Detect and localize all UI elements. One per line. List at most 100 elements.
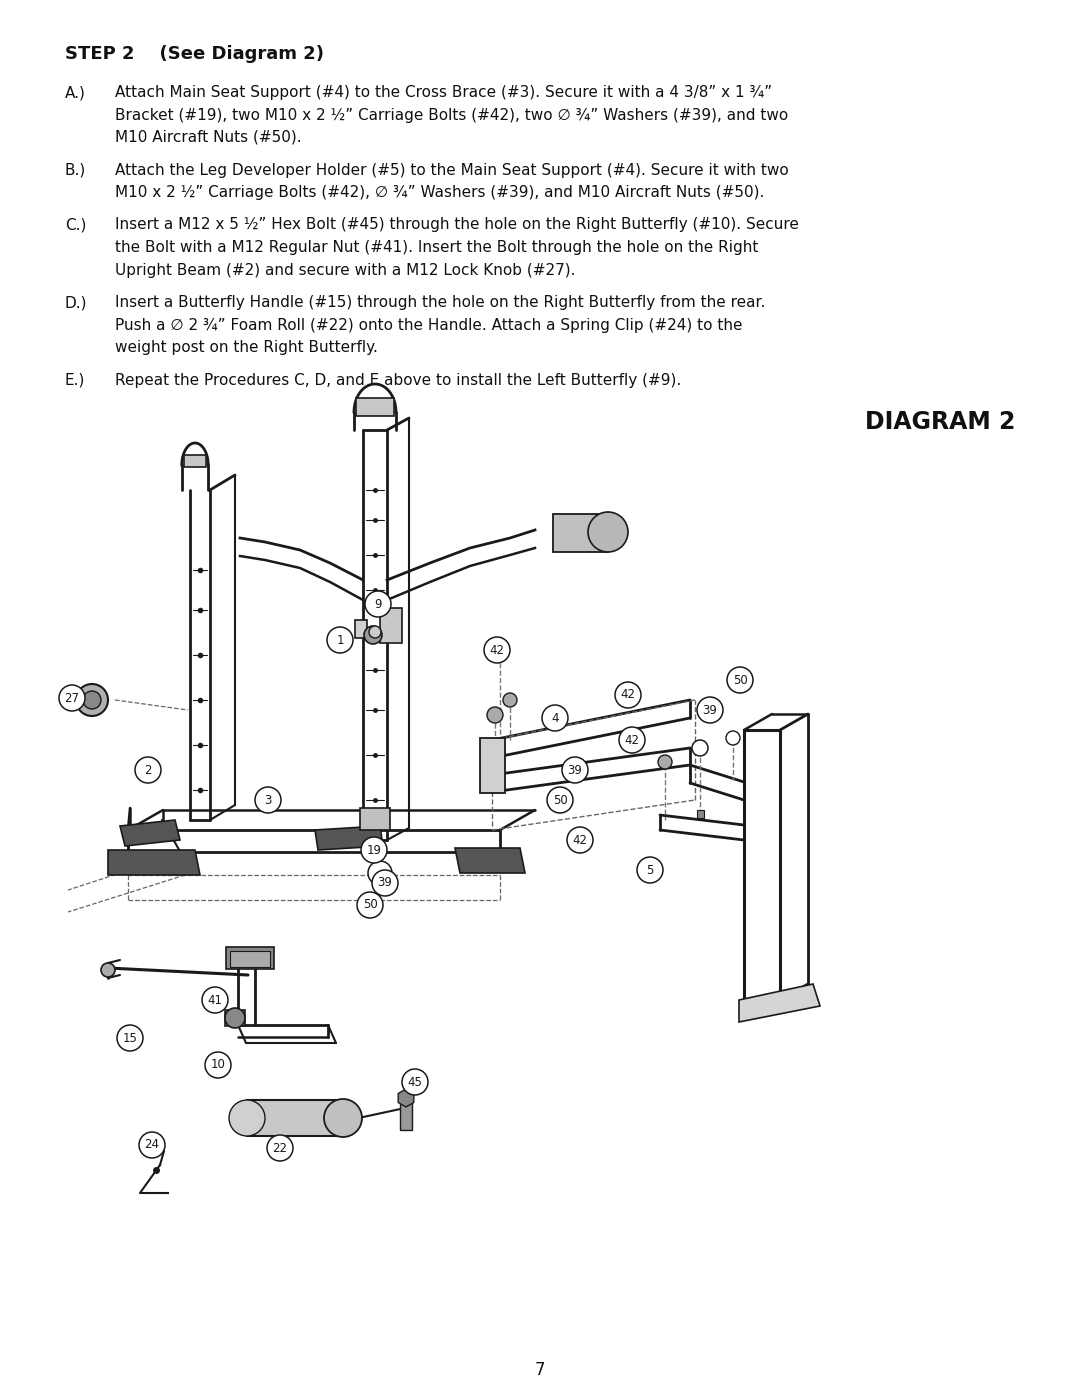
Polygon shape — [399, 1090, 414, 1106]
Circle shape — [202, 988, 228, 1013]
Text: 7: 7 — [535, 1361, 545, 1379]
Text: 1: 1 — [336, 633, 343, 647]
Text: 3: 3 — [265, 793, 272, 806]
Text: 9: 9 — [375, 598, 381, 610]
Circle shape — [225, 1009, 245, 1028]
Text: 27: 27 — [65, 692, 80, 704]
Text: DIAGRAM 2: DIAGRAM 2 — [865, 409, 1015, 434]
Text: Insert a Butterfly Handle (#15) through the hole on the Right Butterfly from the: Insert a Butterfly Handle (#15) through … — [114, 295, 766, 310]
Circle shape — [76, 685, 108, 717]
Text: Repeat the Procedures C, D, and E above to install the Left Butterfly (#9).: Repeat the Procedures C, D, and E above … — [114, 373, 681, 387]
Circle shape — [361, 837, 387, 863]
Polygon shape — [315, 826, 383, 849]
Circle shape — [588, 511, 627, 552]
Text: 50: 50 — [732, 673, 747, 686]
Text: 19: 19 — [366, 844, 381, 856]
Circle shape — [59, 685, 85, 711]
Circle shape — [692, 740, 708, 756]
Text: M10 x 2 ½” Carriage Bolts (#42), ∅ ¾” Washers (#39), and M10 Aircraft Nuts (#50): M10 x 2 ½” Carriage Bolts (#42), ∅ ¾” Wa… — [114, 184, 765, 200]
Text: 50: 50 — [363, 898, 377, 911]
Circle shape — [267, 1134, 293, 1161]
Polygon shape — [120, 820, 180, 847]
Text: 39: 39 — [568, 764, 582, 777]
Circle shape — [637, 856, 663, 883]
Circle shape — [327, 627, 353, 652]
Bar — [225, 1010, 245, 1025]
Circle shape — [492, 641, 507, 655]
Circle shape — [658, 754, 672, 768]
Circle shape — [117, 1025, 143, 1051]
Circle shape — [567, 827, 593, 854]
Bar — [247, 1099, 343, 1136]
Circle shape — [135, 757, 161, 782]
Circle shape — [365, 591, 391, 617]
Text: 4: 4 — [551, 711, 558, 725]
Polygon shape — [455, 848, 525, 873]
Bar — [400, 1102, 411, 1130]
Bar — [360, 807, 390, 830]
Bar — [553, 514, 608, 552]
Text: M10 Aircraft Nuts (#50).: M10 Aircraft Nuts (#50). — [114, 130, 301, 145]
Text: 42: 42 — [572, 834, 588, 847]
Circle shape — [357, 893, 383, 918]
Text: 42: 42 — [489, 644, 504, 657]
Text: Attach the Leg Developer Holder (#5) to the Main Seat Support (#4). Secure it wi: Attach the Leg Developer Holder (#5) to … — [114, 162, 788, 177]
Text: Push a ∅ 2 ¾” Foam Roll (#22) onto the Handle. Attach a Spring Clip (#24) to the: Push a ∅ 2 ¾” Foam Roll (#22) onto the H… — [114, 317, 743, 332]
Circle shape — [369, 626, 381, 638]
Text: C.): C.) — [65, 218, 86, 232]
Text: A.): A.) — [65, 85, 86, 101]
Text: 5: 5 — [646, 863, 653, 876]
Text: 39: 39 — [703, 704, 717, 717]
Text: 10: 10 — [211, 1059, 226, 1071]
Text: weight post on the Right Butterfly.: weight post on the Right Butterfly. — [114, 339, 378, 355]
Bar — [230, 951, 270, 967]
Circle shape — [487, 707, 503, 724]
Text: B.): B.) — [65, 162, 86, 177]
Text: STEP 2    (See Diagram 2): STEP 2 (See Diagram 2) — [65, 45, 324, 63]
Polygon shape — [739, 983, 820, 1023]
Bar — [184, 455, 206, 467]
Circle shape — [727, 666, 753, 693]
Circle shape — [402, 1069, 428, 1095]
Text: Attach Main Seat Support (#4) to the Cross Brace (#3). Secure it with a 4 3/8” x: Attach Main Seat Support (#4) to the Cro… — [114, 85, 772, 101]
Bar — [480, 738, 505, 793]
Bar — [380, 608, 402, 643]
Circle shape — [546, 787, 573, 813]
Circle shape — [205, 1052, 231, 1078]
Text: 2: 2 — [145, 764, 152, 777]
Text: Insert a M12 x 5 ½” Hex Bolt (#45) through the hole on the Right Butterfly (#10): Insert a M12 x 5 ½” Hex Bolt (#45) throu… — [114, 218, 799, 232]
Circle shape — [372, 870, 399, 895]
Circle shape — [562, 757, 588, 782]
Text: D.): D.) — [65, 295, 87, 310]
Text: the Bolt with a M12 Regular Nut (#41). Insert the Bolt through the hole on the R: the Bolt with a M12 Regular Nut (#41). I… — [114, 240, 758, 256]
Text: Bracket (#19), two M10 x 2 ½” Carriage Bolts (#42), two ∅ ¾” Washers (#39), and : Bracket (#19), two M10 x 2 ½” Carriage B… — [114, 108, 788, 123]
Bar — [355, 620, 367, 638]
Circle shape — [619, 726, 645, 753]
Bar — [226, 947, 274, 970]
Circle shape — [324, 1099, 362, 1137]
Bar — [697, 810, 704, 819]
Circle shape — [364, 626, 382, 644]
Circle shape — [726, 731, 740, 745]
Circle shape — [139, 1132, 165, 1158]
Bar — [356, 398, 394, 416]
Text: 24: 24 — [145, 1139, 160, 1151]
Circle shape — [615, 682, 642, 708]
Text: 41: 41 — [207, 993, 222, 1006]
Circle shape — [83, 692, 102, 710]
Text: 39: 39 — [378, 876, 392, 890]
Text: E.): E.) — [65, 373, 85, 387]
Circle shape — [229, 1099, 265, 1136]
Text: Upright Beam (#2) and secure with a M12 Lock Knob (#27).: Upright Beam (#2) and secure with a M12 … — [114, 263, 576, 278]
Circle shape — [368, 861, 392, 886]
Text: 22: 22 — [272, 1141, 287, 1154]
Circle shape — [255, 787, 281, 813]
Text: 42: 42 — [621, 689, 635, 701]
Circle shape — [503, 693, 517, 707]
Bar — [376, 886, 384, 894]
Text: 50: 50 — [553, 793, 567, 806]
Text: 45: 45 — [407, 1076, 422, 1088]
Text: 42: 42 — [624, 733, 639, 746]
Circle shape — [697, 697, 723, 724]
Text: 15: 15 — [122, 1031, 137, 1045]
